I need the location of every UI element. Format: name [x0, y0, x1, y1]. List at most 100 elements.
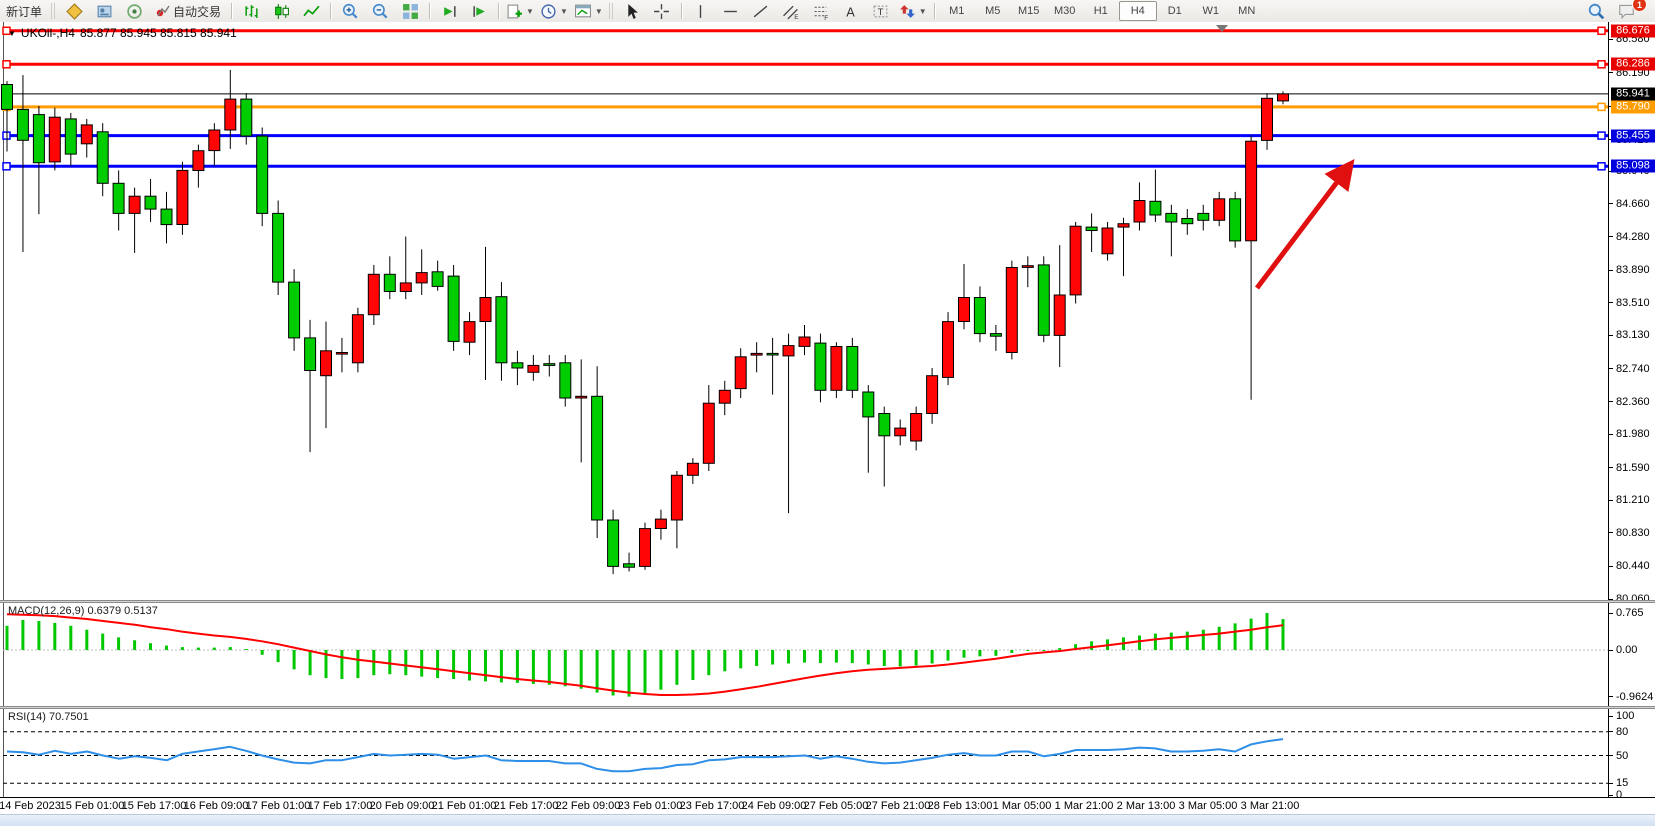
price-badge: 85.941	[1611, 87, 1655, 101]
trendline-icon[interactable]	[746, 1, 776, 21]
navigator-icon[interactable]	[89, 1, 119, 21]
rsi-scale[interactable]: 100 80 50 15 0	[1608, 709, 1655, 801]
auto-scroll-icon[interactable]	[434, 1, 464, 21]
candle	[670, 474, 683, 521]
time-label: 3 Mar 05:00	[1178, 800, 1238, 812]
candle	[1053, 294, 1066, 336]
candle	[862, 391, 875, 418]
fibonacci-icon[interactable]: F	[806, 1, 836, 21]
time-label: 15 Feb 17:00	[121, 800, 187, 812]
timeframe-w1[interactable]: W1	[1202, 5, 1219, 17]
candle	[1069, 225, 1082, 296]
timeframe-d1[interactable]: D1	[1167, 5, 1182, 17]
bar-chart-icon[interactable]	[236, 1, 266, 21]
hline-86676[interactable]	[2, 26, 1608, 36]
arrows-tool-icon[interactable]: ▼	[896, 1, 930, 21]
svg-text:T: T	[878, 7, 884, 18]
candle	[942, 321, 954, 378]
svg-text:E: E	[794, 13, 798, 19]
candlestick-chart-icon[interactable]	[266, 1, 296, 21]
autotrading-button[interactable]: 自动交易	[149, 1, 227, 21]
candle	[208, 129, 221, 152]
tile-windows-icon[interactable]	[395, 1, 425, 21]
candle	[495, 296, 508, 364]
candle	[639, 528, 651, 567]
time-label: 28 Feb 13:00	[927, 800, 993, 812]
rsi-pane[interactable]: RSI(14) 70.7501	[0, 709, 1608, 797]
candle	[64, 118, 77, 155]
templates-button[interactable]: ▼	[571, 1, 606, 21]
time-label: 1 Mar 21:00	[1054, 800, 1114, 812]
price-tick: 80.440	[1609, 560, 1650, 572]
search-icon[interactable]	[1581, 1, 1611, 21]
timeframe-h1[interactable]: H1	[1093, 5, 1108, 17]
time-label: 14 Feb 2023	[0, 800, 61, 812]
macd-tick: -0.9624	[1609, 691, 1653, 703]
equidistant-channel-icon[interactable]: E	[776, 1, 806, 21]
candle	[575, 395, 588, 399]
chart-shift-icon[interactable]	[464, 1, 494, 21]
timeframe-m30[interactable]: M30	[1054, 5, 1076, 17]
autotrading-label: 自动交易	[173, 4, 222, 19]
market-watch-icon[interactable]	[59, 1, 89, 21]
svg-text:A: A	[847, 4, 856, 19]
time-axis[interactable]: 14 Feb 2023 15 Feb 01:00 15 Feb 17:00 16 Fe…	[0, 797, 1655, 814]
price-tick: 81.210	[1609, 494, 1650, 506]
line-chart-icon[interactable]	[296, 1, 326, 21]
macd-pane[interactable]: MACD(12,26,9) 0.6379 0.5137	[0, 603, 1608, 706]
timeframe-m15[interactable]: M15	[1018, 5, 1040, 17]
zoom-out-icon[interactable]	[365, 1, 395, 21]
rsi-tick: 0	[1609, 789, 1622, 801]
timeframe-m1[interactable]: M1	[949, 5, 965, 17]
price-scale[interactable]: 86.58086.19085.80085.41085.04084.66084.2…	[1608, 22, 1655, 605]
price-tick: 81.980	[1609, 428, 1650, 440]
cursor-icon[interactable]	[617, 1, 647, 21]
macd-scale[interactable]: 0.765 0.00 -0.9624	[1608, 603, 1655, 706]
chart-shift-marker	[1216, 25, 1228, 32]
price-badge: 85.455	[1611, 129, 1655, 143]
price-tick: 83.130	[1609, 329, 1650, 341]
hline-86286[interactable]	[2, 60, 1608, 69]
candle	[1197, 212, 1210, 221]
candle	[686, 462, 699, 476]
price-tick: 82.360	[1609, 396, 1650, 408]
horizontal-line-icon[interactable]	[716, 1, 746, 21]
candle	[1213, 198, 1226, 221]
candle	[479, 297, 492, 322]
vertical-line-icon[interactable]	[686, 1, 716, 21]
svg-text:F: F	[824, 15, 828, 20]
candle	[240, 98, 253, 137]
candle	[1037, 264, 1050, 336]
timeframe-h4[interactable]: H4	[1118, 1, 1157, 21]
crosshair-icon[interactable]	[647, 1, 677, 21]
text-label-icon[interactable]: T	[866, 1, 896, 21]
panel-divider[interactable]	[0, 600, 1655, 603]
terminal-icon[interactable]	[119, 1, 149, 21]
notifications-button[interactable]: 1	[1611, 0, 1647, 21]
panel-divider[interactable]	[0, 706, 1655, 709]
new-order-button[interactable]: 新订单	[6, 4, 43, 19]
rsi-tick: 100	[1609, 710, 1634, 722]
periods-button[interactable]: ▼	[537, 1, 571, 21]
timeframe-mn[interactable]: MN	[1238, 5, 1256, 17]
candle	[399, 282, 412, 292]
candle	[750, 352, 763, 356]
chart-menu-arrow-icon[interactable]: ▼	[8, 28, 16, 38]
zoom-in-icon[interactable]	[335, 1, 365, 21]
candle	[814, 342, 827, 391]
candle	[48, 116, 61, 163]
text-icon[interactable]: A	[836, 1, 866, 21]
candle	[1261, 97, 1273, 141]
candle	[192, 150, 205, 171]
candle	[16, 108, 29, 141]
price-badge: 85.790	[1611, 100, 1655, 114]
timeframe-m5[interactable]: M5	[985, 5, 1001, 17]
trend-arrow[interactable]	[1255, 159, 1355, 290]
main-chart-pane[interactable]: ▼ UKOil-,H4 85.877 85.945 85.815 85.941	[0, 22, 1608, 600]
candle	[415, 272, 428, 284]
candle	[894, 427, 907, 437]
new-chart-button[interactable]: ▼	[503, 1, 537, 21]
hline-85098[interactable]	[2, 162, 1608, 171]
time-label: 15 Feb 01:00	[59, 800, 125, 812]
